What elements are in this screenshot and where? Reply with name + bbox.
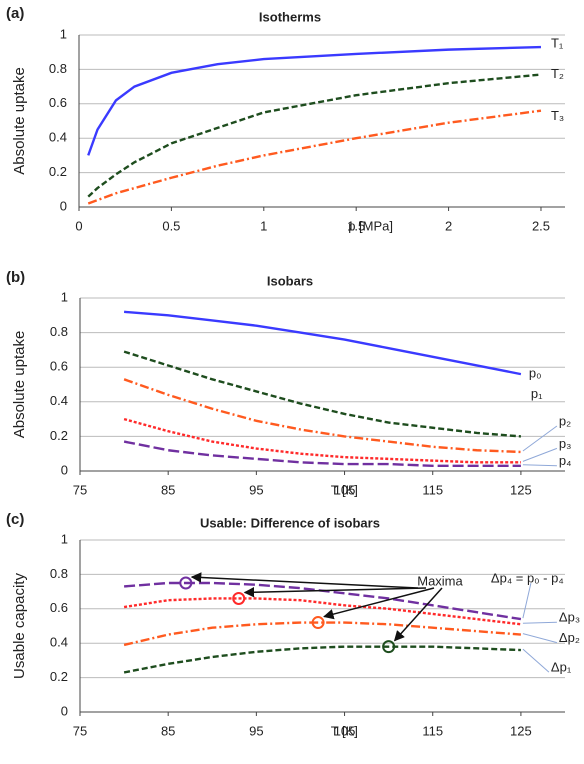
x-tick-label: 125 — [510, 482, 532, 497]
label-leader — [522, 464, 557, 467]
x-tick-label: 95 — [249, 723, 263, 738]
panel-label: (c) — [6, 511, 24, 528]
y-axis-label: Absolute uptake — [11, 331, 28, 439]
series-label: Δp₁ — [551, 660, 572, 675]
x-axis-label: T [K] — [331, 723, 358, 738]
series-label: p₂ — [559, 413, 571, 428]
x-tick-label: 75 — [73, 482, 87, 497]
x-tick-label: 105 — [334, 482, 356, 497]
x-tick-label: 0 — [75, 218, 82, 233]
x-tick-label: 115 — [422, 723, 443, 738]
x-tick-label: 1 — [260, 218, 267, 233]
series-line — [123, 621, 522, 647]
series-line — [87, 73, 542, 198]
x-tick-label: 105 — [334, 723, 356, 738]
panel-label: (a) — [6, 5, 24, 22]
series-line — [87, 45, 542, 156]
chart-title: Isotherms — [259, 9, 321, 24]
x-tick-label: 85 — [161, 723, 175, 738]
y-tick-label: 1 — [60, 26, 67, 41]
annotation-arrow — [323, 587, 435, 620]
label-leader — [522, 583, 532, 619]
label-leader — [522, 621, 557, 624]
annotation: Maxima — [417, 573, 463, 588]
y-tick-label: 0 — [61, 462, 68, 477]
y-tick-label: 0 — [61, 703, 68, 718]
y-axis-label: Usable capacity — [11, 573, 28, 679]
series-line — [123, 645, 521, 674]
label-leader — [522, 633, 558, 644]
x-tick-label: 0.5 — [162, 218, 180, 233]
series-label: Δp₂ — [559, 630, 580, 645]
y-tick-label: 0.4 — [50, 393, 68, 408]
y-tick-label: 0.6 — [50, 600, 68, 615]
maximum-marker — [179, 576, 193, 590]
x-tick-label: 85 — [161, 482, 175, 497]
y-tick-label: 0.6 — [49, 95, 67, 110]
annotation-arrow — [393, 587, 443, 642]
series-label: T₂ — [551, 66, 564, 81]
annotation-arrow — [243, 586, 427, 598]
label-leader — [522, 648, 550, 673]
x-tick-label: 125 — [510, 723, 532, 738]
series-line — [123, 350, 522, 438]
series-line — [123, 597, 522, 626]
series-label: p₀ — [529, 366, 542, 381]
y-tick-label: 0.4 — [50, 635, 68, 650]
chart-title: Usable: Difference of isobars — [200, 515, 380, 530]
x-tick-label: 2.5 — [532, 218, 550, 233]
y-tick-label: 0.2 — [50, 669, 68, 684]
maximum-marker — [311, 616, 325, 630]
series-line — [87, 109, 542, 205]
label-leader — [522, 447, 558, 462]
annotation-arrow — [190, 572, 419, 589]
x-axis-label: p [MPa] — [348, 218, 393, 233]
y-tick-label: 0 — [60, 198, 67, 213]
x-tick-label: 115 — [422, 482, 443, 497]
x-tick-label: 2 — [445, 218, 452, 233]
series-label: T₁ — [551, 35, 564, 50]
maximum-marker — [382, 640, 396, 654]
y-tick-label: 0.8 — [50, 324, 68, 339]
series-label: p₄ — [559, 453, 572, 468]
series-line — [123, 417, 521, 464]
series-line — [123, 310, 522, 376]
y-tick-label: 0.6 — [50, 359, 68, 374]
series-label: Δp₄ = p₀ - p₄ — [491, 571, 564, 586]
y-tick-label: 1 — [61, 289, 68, 304]
y-tick-label: 0.4 — [49, 130, 67, 145]
series-label: Δp₃ — [559, 610, 580, 625]
series-line — [123, 378, 521, 454]
x-tick-label: 1.5 — [347, 218, 365, 233]
y-tick-label: 0.8 — [49, 61, 67, 76]
label-leader — [522, 425, 558, 452]
y-tick-label: 0.2 — [50, 428, 68, 443]
y-tick-label: 0.2 — [49, 164, 67, 179]
x-axis-label: T [K] — [331, 482, 358, 497]
x-tick-label: 75 — [73, 723, 87, 738]
y-axis-label: Absolute uptake — [11, 67, 28, 175]
y-tick-label: 0.8 — [50, 566, 68, 581]
series-line — [123, 440, 521, 468]
series-label: T₃ — [551, 108, 564, 123]
series-label: p₃ — [559, 436, 572, 451]
y-tick-label: 1 — [61, 531, 68, 546]
panel-label: (b) — [6, 269, 25, 286]
x-tick-label: 95 — [249, 482, 263, 497]
maximum-marker — [232, 591, 246, 605]
chart-title: Isobars — [267, 273, 313, 288]
series-label: p₁ — [531, 386, 543, 401]
